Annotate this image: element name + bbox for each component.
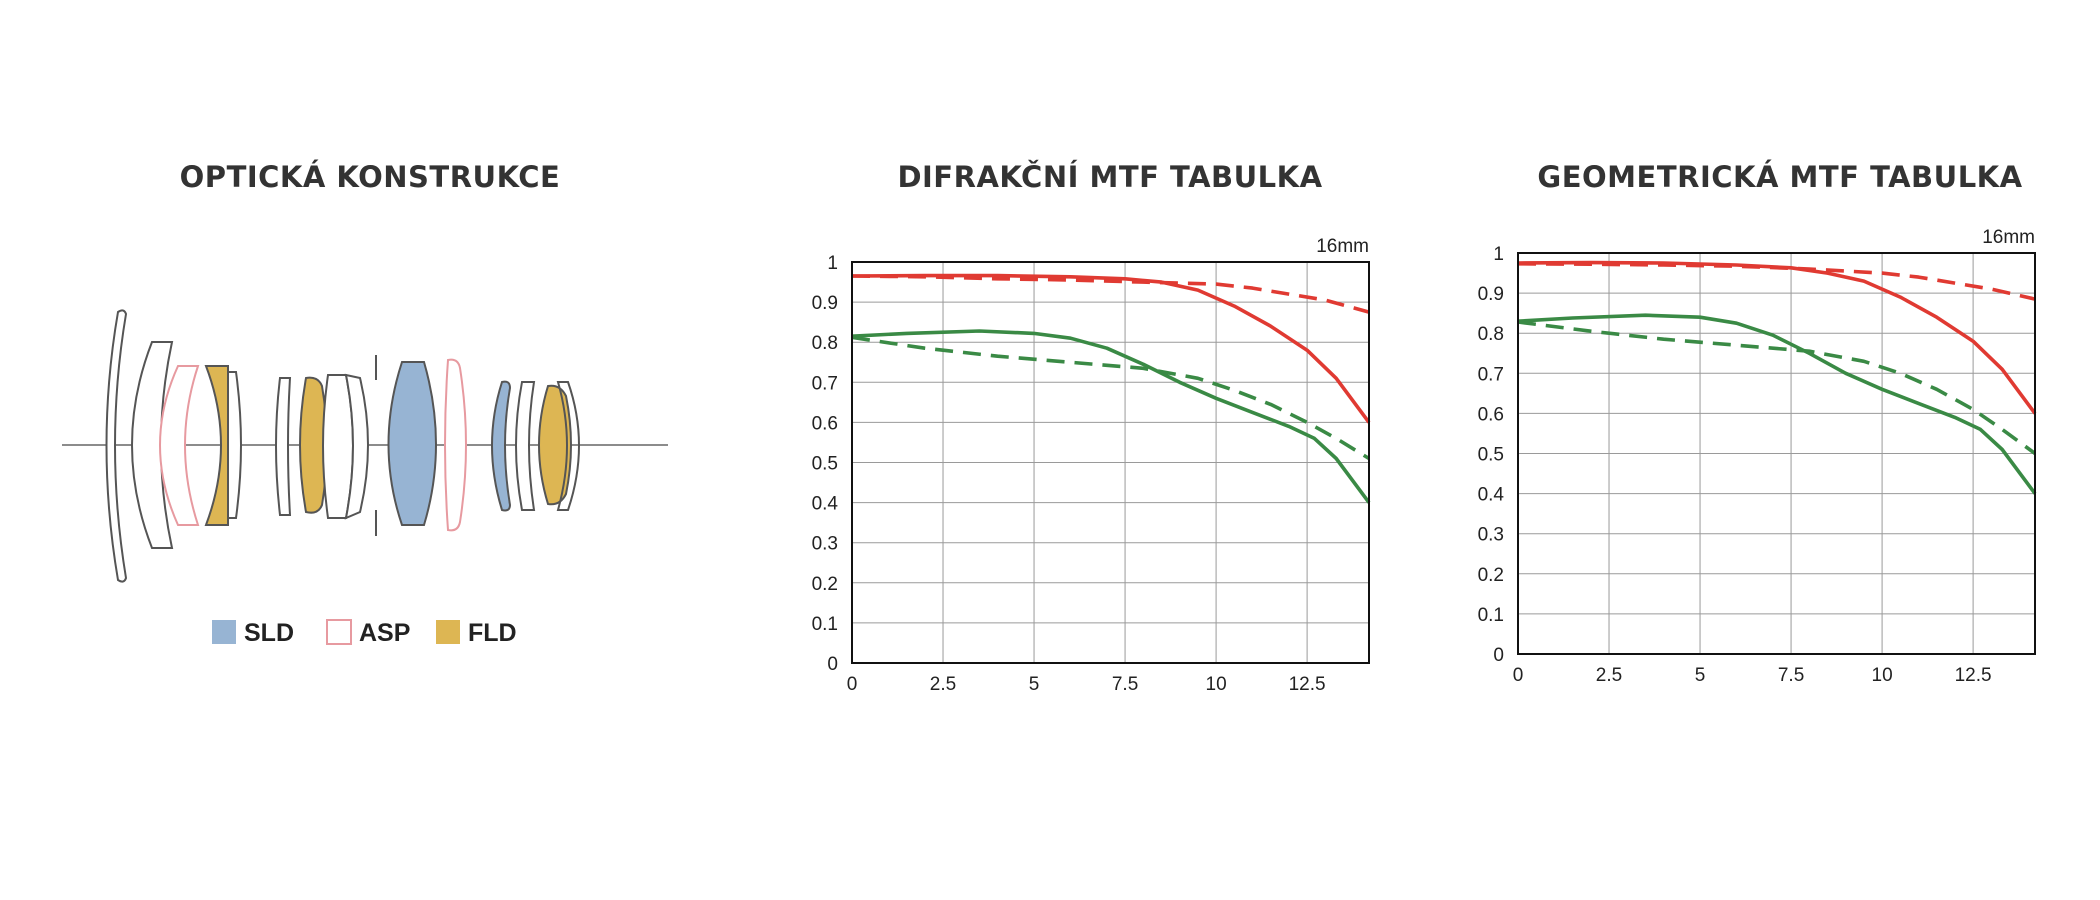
green-solid-series-line <box>851 329 1371 504</box>
x-tick-label: 10 <box>1206 674 1227 695</box>
y-tick-label: 0 <box>827 654 838 675</box>
y-tick-label: 0.8 <box>1478 324 1504 345</box>
x-tick-label: 12.5 <box>1955 665 1992 686</box>
optical-construction-diagram <box>62 309 668 583</box>
y-tick-label: 0.9 <box>1478 284 1504 305</box>
y-tick-label: 0.6 <box>1478 404 1504 425</box>
y-tick-label: 0.3 <box>1478 525 1504 546</box>
red-solid-series-line <box>851 273 1371 424</box>
y-tick-label: 0.7 <box>1478 364 1504 385</box>
legend-swatch-sld <box>212 620 236 644</box>
plot-frame <box>851 261 1370 664</box>
x-tick-label: 5 <box>1695 665 1706 686</box>
lens-element-5 <box>227 371 242 519</box>
legend-label-sld: SLD <box>244 619 294 647</box>
lens-element-8 <box>322 374 354 519</box>
lens-legend: SLD ASP FLD <box>212 619 517 647</box>
legend-label-asp: ASP <box>359 619 410 647</box>
lens-element-15 <box>556 381 580 511</box>
plot-frame <box>1517 252 2036 655</box>
diffraction-chart-title: DIFRAKČNÍ MTF TABULKA <box>897 160 1323 194</box>
diffraction-mtf-chart: 00.10.20.30.40.50.60.70.80.910 2.5 5 7.5 10 1… <box>812 236 1371 695</box>
lens-element-1 <box>105 309 128 583</box>
y-tick-label: 0.8 <box>812 333 838 354</box>
focal-length-label: 16mm <box>1982 227 2035 248</box>
x-tick-label: 7.5 <box>1112 674 1138 695</box>
lens-element-fld-2 <box>299 376 328 514</box>
y-tick-label: 0.4 <box>812 494 839 515</box>
x-tick-label: 2.5 <box>930 674 956 695</box>
lens-element-asp-1 <box>159 365 200 526</box>
x-tick-label: 12.5 <box>1289 674 1326 695</box>
red-dashed-series-line <box>1517 262 2036 301</box>
y-tick-label: 1 <box>1493 244 1504 265</box>
lens-element-6 <box>275 377 292 516</box>
x-tick-label: 5 <box>1029 674 1040 695</box>
green-dashed-series-line <box>1517 320 2037 455</box>
lens-element-fld-3 <box>538 384 572 506</box>
x-tick-label: 0 <box>1513 665 1524 686</box>
y-tick-label: 1 <box>827 253 838 274</box>
y-tick-label: 0.5 <box>812 454 838 475</box>
x-tick-label: 10 <box>1872 665 1893 686</box>
y-tick-label: 0.6 <box>812 413 838 434</box>
y-tick-label: 0.4 <box>1478 485 1505 506</box>
y-tick-label: 0.7 <box>812 373 838 394</box>
y-tick-label: 0.2 <box>1478 565 1504 586</box>
y-tick-label: 0.3 <box>812 534 838 555</box>
geometric-chart-title: GEOMETRICKÁ MTF TABULKA <box>1537 160 2023 194</box>
red-solid-series-line <box>1517 260 2037 415</box>
y-tick-label: 0.1 <box>812 614 838 635</box>
lens-element-asp-2 <box>444 358 467 532</box>
y-tick-label: 0.1 <box>1478 605 1504 626</box>
green-solid-series-line <box>1517 313 2037 495</box>
focal-length-label: 16mm <box>1316 236 1369 257</box>
lens-element-9 <box>344 373 369 520</box>
x-tick-label: 7.5 <box>1778 665 1804 686</box>
lens-element-2 <box>131 341 174 549</box>
y-tick-label: 0.2 <box>812 574 838 595</box>
geometric-mtf-chart: 00.10.20.30.40.50.60.70.80.910 2.5 5 7.5 10 1… <box>1478 227 2037 686</box>
lens-element-sld-1 <box>387 361 437 526</box>
lens-element-sld-2 <box>491 380 512 512</box>
legend-swatch-fld <box>436 620 460 644</box>
optics-title: OPTICKÁ KONSTRUKCE <box>179 160 561 194</box>
y-tick-label: 0.5 <box>1478 445 1504 466</box>
y-tick-label: 0.9 <box>812 293 838 314</box>
y-tick-label: 0 <box>1493 645 1504 666</box>
red-dashed-series-line <box>851 274 1370 314</box>
lens-element-13 <box>515 381 536 511</box>
lens-element-fld-1 <box>204 365 229 526</box>
x-tick-label: 2.5 <box>1596 665 1622 686</box>
green-dashed-series-line <box>851 335 1370 461</box>
x-tick-label: 0 <box>847 674 858 695</box>
legend-swatch-asp <box>326 619 352 645</box>
legend-label-fld: FLD <box>468 619 517 647</box>
